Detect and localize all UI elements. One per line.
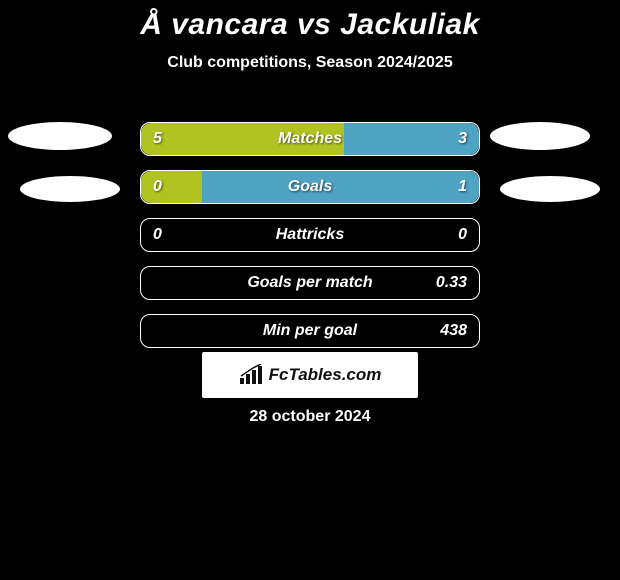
badge-inner: FcTables.com — [239, 364, 382, 386]
stat-label: Hattricks — [141, 219, 479, 251]
comparison-infographic: Å vancara vs Jackuliak Club competitions… — [0, 0, 620, 580]
stat-row: 53Matches — [140, 122, 480, 156]
page-title: Å vancara vs Jackuliak — [0, 0, 620, 42]
decorative-ellipse — [8, 122, 112, 150]
stat-row: 01Goals — [140, 170, 480, 204]
page-subtitle: Club competitions, Season 2024/2025 — [0, 54, 620, 72]
stat-label: Min per goal — [141, 315, 479, 347]
source-badge: FcTables.com — [202, 352, 418, 398]
bar-chart-icon — [239, 364, 263, 386]
stat-row: 0.33Goals per match — [140, 266, 480, 300]
decorative-ellipse — [490, 122, 590, 150]
stats-panel: 53Matches 01Goals 00Hattricks 0.33Goals per… — [140, 122, 480, 362]
stat-row: 438Min per goal — [140, 314, 480, 348]
badge-text: FcTables.com — [269, 365, 382, 385]
stat-row: 00Hattricks — [140, 218, 480, 252]
stat-label: Goals — [141, 171, 479, 203]
decorative-ellipse — [500, 176, 600, 202]
stat-label: Goals per match — [141, 267, 479, 299]
decorative-ellipse — [20, 176, 120, 202]
footer-date: 28 october 2024 — [0, 408, 620, 426]
stat-label: Matches — [141, 123, 479, 155]
